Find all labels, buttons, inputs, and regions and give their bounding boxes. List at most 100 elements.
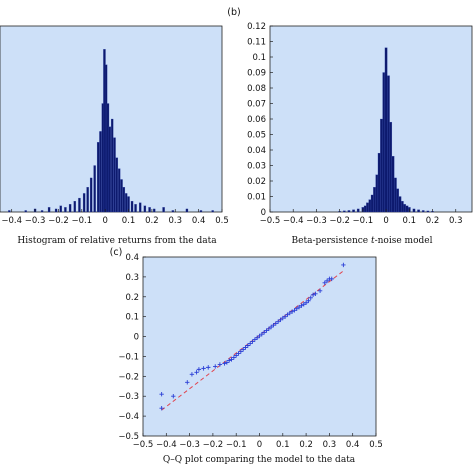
t-noise-model-y-tick-label: 0.01 — [247, 193, 266, 203]
qq-point — [313, 291, 318, 296]
t-noise-model-x-tick-label: −0.2 — [329, 216, 350, 226]
qq-point — [285, 312, 290, 317]
t-noise-model-y-tick-label: 0.06 — [247, 115, 266, 125]
qq-point — [222, 361, 227, 366]
qq-y-tick-label: −0.2 — [118, 372, 139, 382]
qq-x-tick-label: 0.5 — [369, 440, 383, 450]
histogram-data-panel: −0.4 −0.3 −0.2 −0.1 0 0.1 0.2 0.3 0.4 0.5 Histogr… — [0, 25, 229, 246]
histogram-data-bar — [82, 193, 86, 213]
qq-point — [243, 345, 248, 350]
qq-point — [271, 323, 276, 328]
histogram-data-bar — [143, 205, 147, 213]
qq-point — [296, 304, 302, 310]
qq-x-tick-label: −0.5 — [133, 440, 154, 450]
qq-y-tick-label: 0 — [134, 333, 139, 343]
histogram-data-x-tick-label: 0.2 — [145, 216, 159, 226]
t-noise-model-bar — [412, 208, 416, 213]
t-noise-model-y-tick-label: 0.07 — [247, 100, 266, 110]
qq-point — [159, 405, 164, 411]
t-noise-model-bar — [387, 75, 390, 213]
qq-point — [306, 298, 311, 303]
t-noise-model-bar — [382, 72, 386, 213]
t-noise-model-y-tick-label: 0 — [261, 208, 266, 218]
t-noise-model-bar — [352, 209, 355, 213]
qq-point — [213, 364, 218, 369]
qq-x-tick-label: −0.1 — [226, 440, 247, 450]
qq-point — [299, 303, 304, 308]
qq-point — [196, 367, 202, 372]
t-noise-model-bar — [394, 177, 397, 213]
histogram-data-bar — [148, 207, 151, 213]
qq-point — [329, 276, 334, 282]
qq-point — [278, 317, 283, 323]
qq-x-tick-label: −0.4 — [156, 440, 177, 450]
qq-point — [308, 295, 313, 300]
histogram-data-bar — [171, 210, 175, 213]
t-noise-model-x-tick-label: −0.5 — [260, 216, 281, 226]
qq-point — [194, 370, 199, 375]
histogram-data-bar — [54, 208, 58, 213]
histogram-data-x-ticks: −0.4 −0.3 −0.2 −0.1 0 0.1 0.2 0.3 0.4 0.5 — [1, 209, 229, 226]
qq-point — [245, 343, 251, 348]
t-noise-model-bar — [356, 208, 360, 213]
qq-point — [231, 355, 237, 360]
t-noise-model-caption: Beta-persistence t-noise model — [292, 236, 433, 246]
histogram-data-bar — [162, 207, 165, 213]
t-noise-model-y-tick-label: 0.05 — [247, 131, 266, 141]
qq-point — [227, 358, 232, 363]
histogram-data-bar — [73, 201, 76, 213]
t-noise-model-x-tick-label: −0.1 — [353, 216, 374, 226]
qq-plot-area — [142, 256, 377, 437]
t-noise-model-bar — [426, 210, 430, 213]
qq-x-tick-label: −0.3 — [179, 440, 200, 450]
t-noise-model-x-tick-label: −0.4 — [283, 216, 304, 226]
histogram-data-bar — [96, 142, 100, 213]
t-noise-model-bar — [389, 121, 393, 213]
t-noise-model-y-tick-label: 0.02 — [247, 177, 266, 187]
histogram-data-x-tick-label: 0.3 — [168, 216, 182, 226]
histogram-data-bar — [8, 210, 11, 213]
qq-point — [185, 380, 190, 385]
qq-point — [234, 353, 239, 358]
qq-y-tick-label: 0.2 — [125, 293, 139, 303]
t-noise-model-panel: (b) 0 0.01 0.02 0.03 0.04 0.05 0.06 0.07 0.08 0.0… — [227, 7, 473, 246]
t-noise-model-bar — [384, 47, 388, 213]
qq-point — [229, 357, 234, 362]
histogram-data-bar — [59, 205, 62, 213]
histogram-data-bar — [211, 210, 214, 213]
t-noise-model-y-tick-label: 0.04 — [247, 146, 266, 156]
t-noise-model-bar — [366, 202, 369, 213]
qq-y-tick-label: 0.4 — [125, 253, 139, 263]
qq-point — [266, 326, 272, 331]
qq-point — [240, 347, 246, 352]
qq-y-tick-label: 0.3 — [125, 273, 139, 283]
t-noise-model-bar — [403, 204, 406, 213]
histogram-data-bar — [64, 207, 67, 213]
qq-point — [159, 392, 164, 397]
t-noise-model-bar — [401, 201, 404, 213]
qq-caption: Q–Q plot comparing the model to the data — [163, 455, 356, 465]
qq-point — [287, 310, 292, 316]
qq-x-tick-label: 0.2 — [299, 440, 313, 450]
qq-point — [224, 360, 230, 365]
t-noise-model-bar — [343, 210, 346, 213]
histogram-data-bar — [185, 208, 189, 213]
t-noise-model-y-tick-label: 0.03 — [247, 162, 266, 172]
panel-b-label: (b) — [227, 7, 240, 18]
qq-point — [250, 339, 255, 344]
histogram-data-caption: Histogram of relative returns from the d… — [17, 236, 217, 246]
qq-point — [317, 288, 323, 294]
qq-point — [301, 302, 306, 307]
qq-y-tick-label: −0.5 — [118, 432, 139, 442]
t-noise-model-bar — [375, 174, 379, 213]
histogram-data-bar — [122, 187, 126, 213]
qq-y-tick-label: −0.1 — [118, 352, 139, 362]
t-noise-model-bar — [377, 152, 381, 213]
qq-point — [252, 337, 258, 342]
histogram-data-bar — [199, 210, 203, 213]
qq-point — [236, 351, 241, 356]
qq-point — [322, 280, 327, 286]
histogram-data-bar — [93, 165, 96, 213]
qq-point — [292, 308, 297, 313]
